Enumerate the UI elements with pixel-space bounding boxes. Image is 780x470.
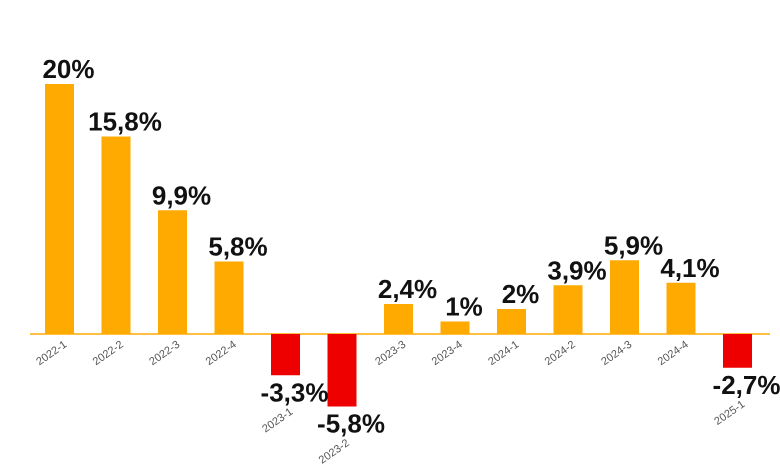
value-label-2022-3: 9,9%	[152, 180, 211, 210]
value-label-2022-2: 15,8%	[88, 107, 162, 137]
bars-group	[45, 84, 752, 407]
tick-label-2022-3: 2022-3	[147, 339, 182, 368]
value-label-2024-2: 3,9%	[547, 255, 606, 285]
tick-label-2023-4: 2023-4	[430, 339, 465, 368]
value-label-2022-1: 20%	[42, 54, 94, 84]
tick-label-2023-2: 2023-2	[317, 437, 352, 466]
bar-2022-1	[45, 84, 74, 334]
value-label-2025-1: -2,7%	[713, 370, 780, 400]
bar-2023-2	[327, 334, 357, 407]
bar-2024-1	[497, 309, 526, 334]
value-label-2023-2: -5,8%	[317, 409, 385, 439]
tick-label-2024-2: 2024-2	[543, 339, 578, 368]
value-label-2024-1: 2%	[502, 279, 540, 309]
bar-2024-2	[553, 285, 583, 334]
value-label-2023-3: 2,4%	[378, 274, 437, 304]
bar-2025-1	[723, 334, 752, 368]
tick-label-2024-1: 2024-1	[486, 339, 521, 368]
tick-label-2022-4: 2022-4	[204, 339, 239, 368]
bar-2024-4	[666, 282, 696, 334]
tick-label-2024-4: 2024-4	[656, 339, 691, 368]
tick-labels-group: 2022-1 2022-2 2022-3 2022-4 2023-1 2023-2 2023…	[34, 339, 747, 467]
tick-label-2024-3: 2024-3	[599, 339, 634, 368]
bar-2022-2	[101, 136, 131, 334]
value-label-2022-4: 5,8%	[208, 232, 267, 262]
bar-2023-4	[440, 321, 470, 334]
tick-label-2023-1: 2023-1	[260, 406, 295, 435]
bar-2022-3	[158, 210, 187, 334]
value-label-2024-4: 4,1%	[660, 253, 719, 283]
tick-label-2022-1: 2022-1	[34, 339, 69, 368]
tick-label-2022-2: 2022-2	[91, 339, 126, 368]
tick-label-2025-1: 2025-1	[712, 398, 747, 427]
tick-label-2023-3: 2023-3	[373, 339, 408, 368]
bar-2023-1	[271, 334, 300, 376]
bar-2024-3	[610, 260, 639, 334]
bar-2023-3	[384, 304, 413, 334]
value-labels-group: 20% 15,8% 9,9% 5,8% -3,3%-5,8% 2,4% 1% 2%3,9%5,…	[42, 54, 780, 439]
value-label-2023-4: 1%	[445, 292, 483, 322]
value-label-2024-3: 5,9%	[604, 230, 663, 260]
value-label-2023-1: -3,3%	[261, 377, 329, 407]
bar-2022-4	[214, 261, 244, 334]
